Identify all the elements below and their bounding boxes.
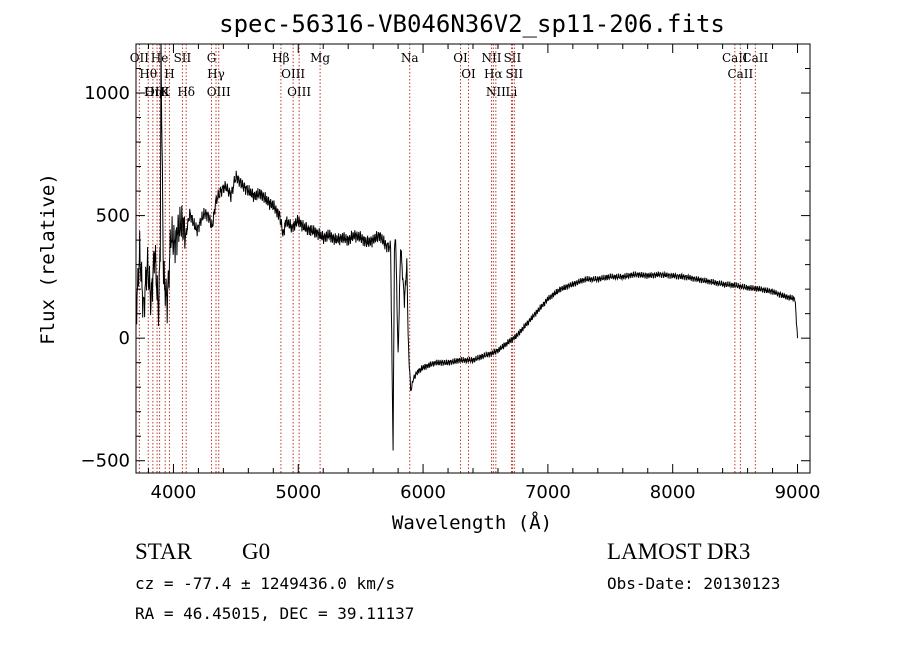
line-label: Hα xyxy=(484,67,503,81)
chart-title: spec-56316-VB046N36V2_sp11-206.fits xyxy=(219,10,725,38)
line-label: OIII xyxy=(207,85,231,99)
line-label: SII xyxy=(505,67,523,81)
line-label: NII xyxy=(481,51,501,65)
plot-area xyxy=(136,44,798,451)
coordinates: RA = 46.45015, DEC = 39.11137 xyxy=(135,604,415,623)
plot-frame xyxy=(135,43,811,474)
line-label: OIII xyxy=(145,85,169,99)
y-tick-label: 1000 xyxy=(84,83,130,104)
line-label: Hδ xyxy=(177,85,195,99)
spectrum-line xyxy=(136,44,798,451)
object-subclass: G0 xyxy=(242,539,271,564)
line-label: OI xyxy=(453,51,468,65)
line-label: Hθ xyxy=(139,67,157,81)
y-tick-label: 500 xyxy=(96,206,130,227)
x-axis-label: Wavelength (Å) xyxy=(392,511,552,534)
line-label: K xyxy=(161,85,171,99)
line-label: Mg xyxy=(310,51,330,65)
y-tick-label: 0 xyxy=(119,328,130,349)
line-label: Na xyxy=(401,51,419,65)
line-label: OIII xyxy=(287,85,311,99)
line-label: He xyxy=(151,51,169,65)
line-label: Hγ xyxy=(207,67,225,81)
y-axis-label: Flux (relative) xyxy=(37,173,59,345)
x-tick-label: 8000 xyxy=(650,482,696,503)
line-label: SII xyxy=(504,51,522,65)
x-tick-label: 5000 xyxy=(275,482,321,503)
line-label: OIII xyxy=(281,67,305,81)
line-label: CaII xyxy=(742,51,768,65)
x-tick-label: 7000 xyxy=(525,482,571,503)
object-class: STAR xyxy=(135,539,192,564)
line-label: NII xyxy=(486,85,506,99)
x-tick-label: 9000 xyxy=(775,482,821,503)
line-label: OI xyxy=(461,67,476,81)
y-tick-label: −500 xyxy=(81,451,130,472)
x-tick-label: 4000 xyxy=(151,482,197,503)
line-label: OII xyxy=(130,51,150,65)
line-label: G xyxy=(207,51,217,65)
line-label: CaII xyxy=(722,51,748,65)
x-tick-label: 6000 xyxy=(400,482,446,503)
obs-date: Obs-Date: 20130123 xyxy=(607,574,781,593)
axes: 4000 5000 6000 7000 8000 9000 −500 0 500 1000 xyxy=(81,43,821,503)
redshift-cz: cz = -77.4 ± 1249436.0 km/s xyxy=(135,574,396,593)
line-label: Li xyxy=(506,85,518,99)
survey-name: LAMOST DR3 xyxy=(607,539,751,564)
line-label: CaII xyxy=(727,67,753,81)
line-label: Hβ xyxy=(272,51,289,65)
line-label: Hη xyxy=(144,85,162,99)
line-label: SII xyxy=(174,51,192,65)
line-label: H xyxy=(164,67,174,81)
